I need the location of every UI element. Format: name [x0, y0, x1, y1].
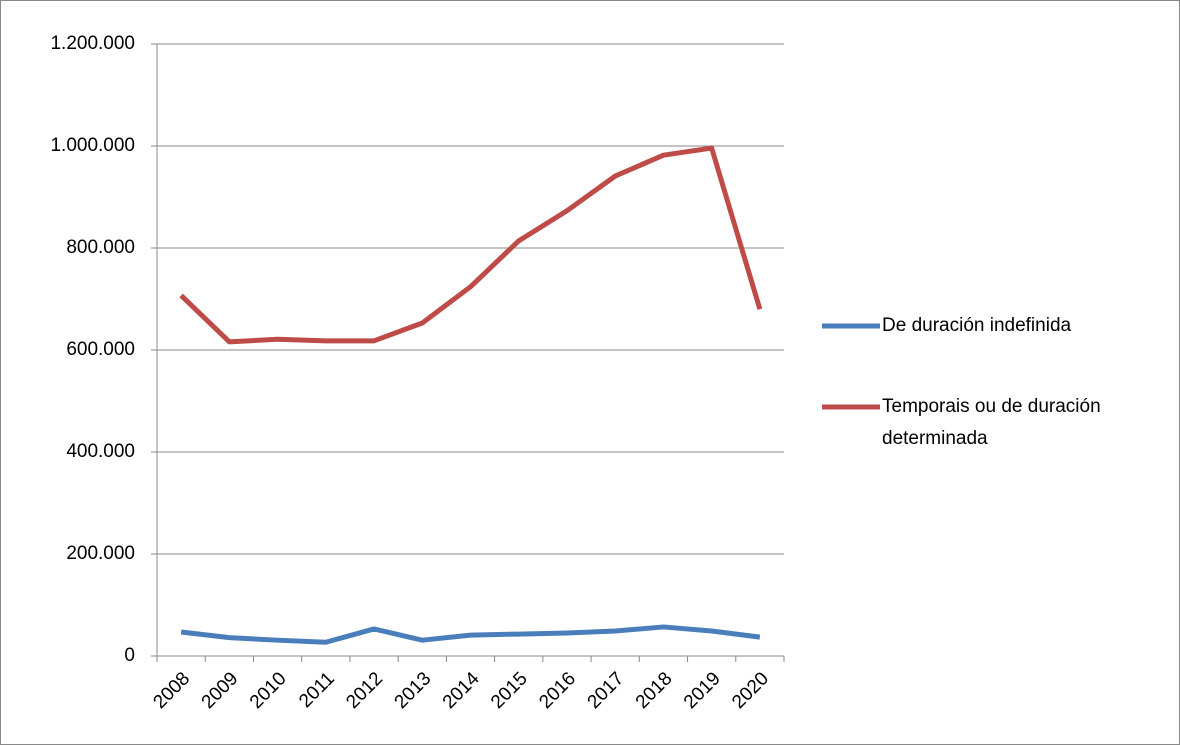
y-tick-label: 800.000 [66, 237, 135, 258]
legend-label: De duración indefinida [882, 315, 1072, 336]
series-line [180, 624, 761, 645]
y-tick-label: 1.000.000 [50, 135, 135, 156]
series-line [179, 145, 763, 345]
y-tick-label: 400.000 [66, 441, 135, 462]
y-tick-label: 200.000 [66, 543, 135, 564]
y-tick-label: 0 [124, 645, 135, 666]
y-tick-label: 1.200.000 [50, 33, 135, 54]
y-tick-label: 600.000 [66, 339, 135, 360]
legend-label: Temporais ou de duración determinada [882, 396, 1101, 449]
